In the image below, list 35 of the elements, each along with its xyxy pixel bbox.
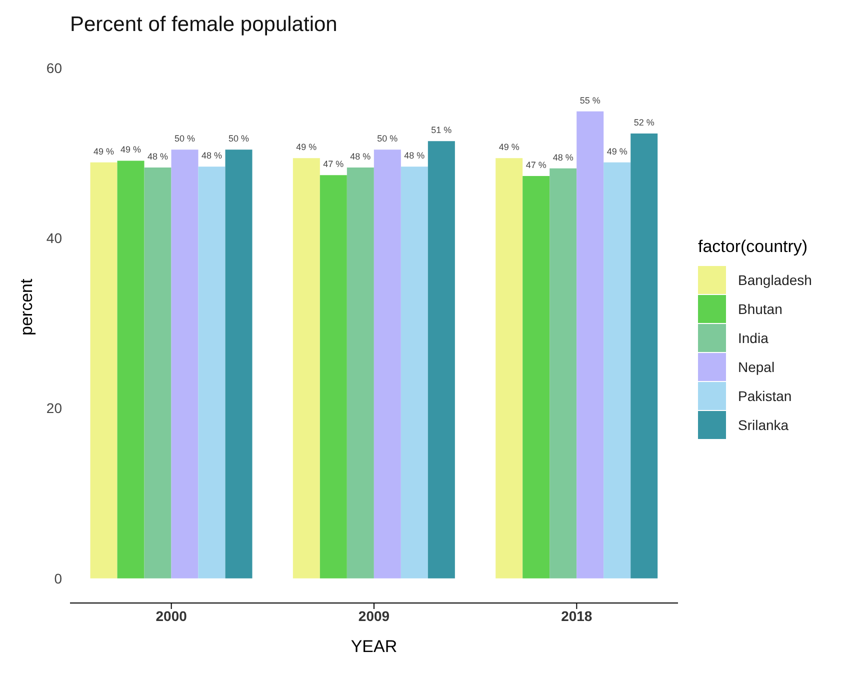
data-label: 51 % bbox=[431, 125, 452, 136]
data-label: 47 % bbox=[526, 160, 546, 170]
legend-label: India bbox=[738, 330, 768, 346]
data-label: 49 % bbox=[498, 142, 520, 152]
data-label: 48 % bbox=[404, 150, 425, 161]
data-label: 48 % bbox=[148, 152, 168, 162]
data-label: 50 % bbox=[228, 134, 250, 144]
data-label: 48 % bbox=[350, 152, 371, 162]
data-label: 48 % bbox=[202, 150, 222, 161]
data-label: 50 % bbox=[174, 134, 196, 144]
legend-label: Srilanka bbox=[738, 416, 789, 432]
legend-label: Nepal bbox=[738, 358, 775, 374]
y-tick-label: 40 bbox=[46, 230, 62, 246]
data-label: 47 % bbox=[323, 159, 344, 170]
data-label: 55 % bbox=[580, 95, 600, 106]
x-axis-title: YEAR bbox=[350, 637, 398, 656]
data-label: 49 % bbox=[120, 144, 142, 155]
data-label: 49 % bbox=[606, 146, 628, 156]
x-tick-label: 2018 bbox=[561, 608, 592, 624]
chart-title: Percent of female population bbox=[70, 13, 338, 37]
data-label: 48 % bbox=[552, 152, 574, 162]
legend-label: Bangladesh bbox=[738, 272, 812, 288]
legend-label: Pakistan bbox=[738, 388, 792, 404]
data-label: 50 % bbox=[377, 134, 398, 144]
y-axis-title: percent bbox=[17, 278, 36, 336]
data-label: 49 % bbox=[296, 142, 317, 152]
y-tick-label: 0 bbox=[54, 570, 62, 586]
legend-title: factor(country) bbox=[698, 237, 809, 257]
y-tick-label: 60 bbox=[46, 60, 62, 76]
data-label: 52 % bbox=[634, 117, 654, 128]
y-tick-label: 20 bbox=[46, 400, 62, 416]
x-tick-label: 2000 bbox=[156, 608, 188, 624]
data-label: 49 % bbox=[94, 146, 114, 156]
x-tick-label: 2009 bbox=[358, 608, 390, 624]
legend-label: Bhutan bbox=[738, 300, 782, 316]
